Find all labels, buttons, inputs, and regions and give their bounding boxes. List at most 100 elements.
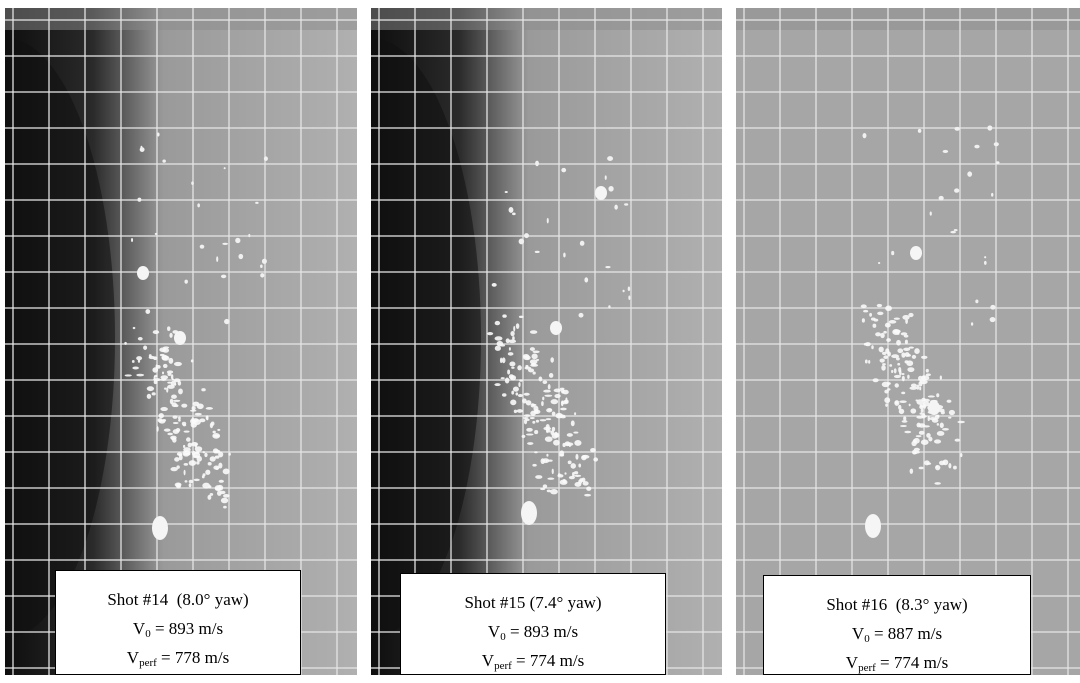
fragment [158,413,164,419]
fragment [608,305,611,309]
fragment [921,355,928,359]
fragment [214,455,220,459]
fragment [521,434,526,438]
shot-label: Shot #15 (7.4° yaw) [464,593,602,612]
fragment [906,353,911,357]
fragment [166,370,174,374]
fragment [522,398,527,404]
fragment [502,314,507,318]
fragment [545,424,550,430]
fragment [143,345,148,350]
fragment [192,455,200,459]
fragment [131,359,135,363]
fragment [494,345,501,351]
fragment [905,316,909,320]
fragment [897,348,904,354]
fragment [894,383,899,388]
fragment [919,412,923,415]
fragment [604,175,607,180]
fragment [214,449,221,454]
fragment [178,419,181,422]
velocity-line: Vperf = 778 m/s [56,643,300,672]
fragment [560,400,564,407]
image-layer [736,8,1080,675]
fragment [172,437,177,443]
fragment [509,361,516,367]
fragment [218,479,224,483]
fragment [960,453,963,458]
fragment [871,345,874,350]
fragment [504,191,508,194]
fragment [942,149,949,154]
fragment [223,167,226,170]
fragment [921,397,926,402]
fragment [173,361,182,367]
fragment [903,347,911,352]
fragment [568,475,575,480]
fragment [566,433,573,437]
symbol: V [845,653,859,672]
fragment [494,383,501,387]
fragment [191,405,196,411]
fragment [896,339,901,346]
fragment [196,461,200,465]
fragment [989,316,996,323]
fragment [938,195,944,201]
fragment [184,480,188,483]
fragment [562,442,566,448]
fragment [877,261,881,265]
fragment [238,253,244,260]
fragment [513,325,516,332]
fragment [186,437,191,442]
fragment [526,357,530,360]
fragment [574,412,577,416]
fragment [529,347,536,351]
shot-label: Shot #16 (8.3° yaw) [826,595,968,614]
fragment [188,483,192,488]
fragment [178,416,181,420]
fragment [901,352,906,358]
fragment [894,401,899,404]
fragment [531,362,536,366]
value-text: = 887 m/s [873,624,943,643]
fragment [163,428,171,432]
fragment [546,408,553,413]
fragment [559,387,565,390]
fragment [499,357,503,364]
fragment [984,260,987,265]
fragment [153,380,158,385]
velocity-line: V0 = 887 m/s [764,619,1030,648]
fragment [517,365,522,371]
fragment [124,341,127,345]
fragment [169,398,174,405]
fragment [869,312,873,317]
fragment [162,355,170,361]
fragment [970,322,974,326]
fragment [593,457,599,462]
fragment [942,427,949,431]
fragment [193,478,200,482]
fragment [535,475,543,479]
background [736,8,1080,675]
fragment [507,369,511,375]
fragment [216,256,219,262]
fragment [526,427,533,432]
fragment [927,415,930,422]
fragment [899,400,907,403]
fragment [532,420,536,424]
fragment [918,466,924,470]
fragment [876,303,883,308]
fragment [178,454,183,461]
image-panel [5,8,357,675]
image-panel [736,8,1080,675]
large-fragment [152,516,168,540]
fragment [860,304,867,309]
fragment [551,426,556,432]
fragment [517,393,523,398]
fragment [563,252,566,258]
fragment [172,421,179,425]
large-fragment [865,514,881,538]
fragment [862,133,867,139]
fragment [137,337,143,341]
fragment [607,156,614,161]
